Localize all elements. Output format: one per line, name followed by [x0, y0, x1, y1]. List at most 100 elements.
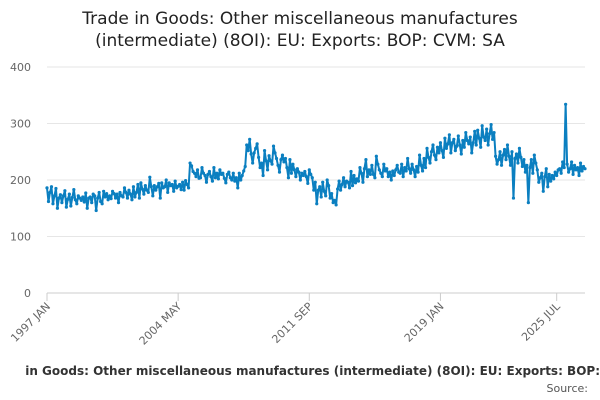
data-point[interactable]: [270, 162, 274, 166]
data-point[interactable]: [477, 136, 481, 140]
data-point[interactable]: [537, 180, 541, 184]
data-point[interactable]: [340, 182, 344, 187]
data-point[interactable]: [476, 128, 480, 132]
data-point[interactable]: [404, 169, 408, 173]
data-point[interactable]: [127, 188, 131, 192]
data-point[interactable]: [569, 160, 574, 164]
data-point[interactable]: [195, 168, 200, 172]
data-point[interactable]: [347, 186, 352, 190]
data-point[interactable]: [541, 189, 545, 193]
data-point[interactable]: [328, 196, 332, 200]
data-point[interactable]: [264, 159, 268, 163]
data-point[interactable]: [379, 171, 383, 175]
data-point[interactable]: [254, 146, 258, 150]
data-point[interactable]: [322, 189, 326, 193]
data-point[interactable]: [507, 154, 511, 158]
data-point[interactable]: [489, 123, 493, 127]
data-point[interactable]: [431, 143, 435, 147]
data-point[interactable]: [535, 168, 539, 172]
data-point[interactable]: [158, 196, 162, 200]
data-point[interactable]: [382, 162, 386, 166]
data-point[interactable]: [544, 167, 548, 171]
data-point[interactable]: [386, 175, 390, 179]
data-point[interactable]: [549, 179, 553, 183]
data-point[interactable]: [48, 190, 52, 195]
data-point[interactable]: [568, 167, 572, 171]
data-point[interactable]: [383, 169, 387, 173]
data-point[interactable]: [245, 143, 249, 147]
data-point[interactable]: [51, 202, 55, 206]
data-point[interactable]: [139, 181, 143, 185]
data-point[interactable]: [562, 165, 566, 170]
data-point[interactable]: [90, 201, 94, 205]
data-point[interactable]: [189, 164, 194, 168]
data-point[interactable]: [200, 165, 204, 170]
data-point[interactable]: [529, 158, 533, 162]
data-point[interactable]: [467, 142, 471, 146]
data-point[interactable]: [252, 151, 256, 155]
data-point[interactable]: [359, 171, 364, 175]
data-point[interactable]: [480, 124, 484, 128]
data-point[interactable]: [309, 172, 313, 176]
data-point[interactable]: [286, 176, 291, 180]
data-point[interactable]: [338, 188, 343, 192]
data-point[interactable]: [488, 132, 492, 136]
data-point[interactable]: [358, 165, 362, 170]
data-point[interactable]: [419, 163, 423, 167]
data-point[interactable]: [434, 158, 438, 162]
data-point[interactable]: [438, 141, 443, 145]
data-point[interactable]: [470, 151, 474, 155]
data-point[interactable]: [525, 163, 529, 167]
data-point[interactable]: [462, 145, 466, 149]
data-point[interactable]: [377, 168, 381, 172]
data-point[interactable]: [97, 190, 101, 195]
legend[interactable]: in Goods: Other miscellaneous manufactur…: [0, 364, 600, 382]
data-point[interactable]: [572, 163, 577, 167]
data-point[interactable]: [401, 175, 405, 179]
data-point[interactable]: [67, 192, 71, 196]
data-point[interactable]: [394, 168, 398, 172]
data-point[interactable]: [417, 153, 422, 157]
data-point[interactable]: [262, 149, 267, 153]
data-point[interactable]: [96, 196, 100, 200]
data-point[interactable]: [471, 141, 475, 145]
data-point[interactable]: [368, 172, 372, 176]
data-point[interactable]: [510, 150, 514, 154]
data-point[interactable]: [170, 182, 174, 187]
data-point[interactable]: [49, 185, 54, 189]
data-point[interactable]: [121, 195, 125, 199]
data-point[interactable]: [501, 153, 505, 157]
data-point[interactable]: [474, 143, 478, 147]
data-point[interactable]: [303, 169, 307, 174]
data-point[interactable]: [453, 149, 457, 153]
data-point[interactable]: [374, 154, 378, 158]
data-point[interactable]: [137, 196, 141, 200]
data-point[interactable]: [291, 162, 295, 166]
data-point[interactable]: [240, 173, 244, 178]
data-point[interactable]: [502, 147, 507, 152]
data-point[interactable]: [516, 161, 520, 165]
data-point[interactable]: [146, 190, 150, 195]
data-point[interactable]: [346, 180, 350, 184]
data-point[interactable]: [194, 175, 198, 179]
data-point[interactable]: [154, 188, 158, 192]
data-point[interactable]: [441, 155, 446, 159]
data-point[interactable]: [105, 191, 109, 196]
data-point[interactable]: [216, 177, 220, 181]
data-point[interactable]: [93, 194, 97, 198]
data-point[interactable]: [583, 167, 587, 171]
data-point[interactable]: [416, 170, 420, 174]
data-point[interactable]: [297, 170, 301, 174]
data-point[interactable]: [543, 175, 547, 179]
data-point[interactable]: [492, 130, 496, 135]
data-point[interactable]: [213, 176, 217, 180]
data-point[interactable]: [116, 201, 121, 205]
data-point[interactable]: [128, 192, 133, 196]
data-point[interactable]: [443, 136, 447, 140]
data-point[interactable]: [212, 165, 216, 170]
data-point[interactable]: [485, 127, 489, 131]
data-point[interactable]: [107, 194, 112, 198]
data-point[interactable]: [511, 196, 516, 200]
data-point[interactable]: [279, 158, 283, 162]
data-point[interactable]: [84, 191, 88, 195]
